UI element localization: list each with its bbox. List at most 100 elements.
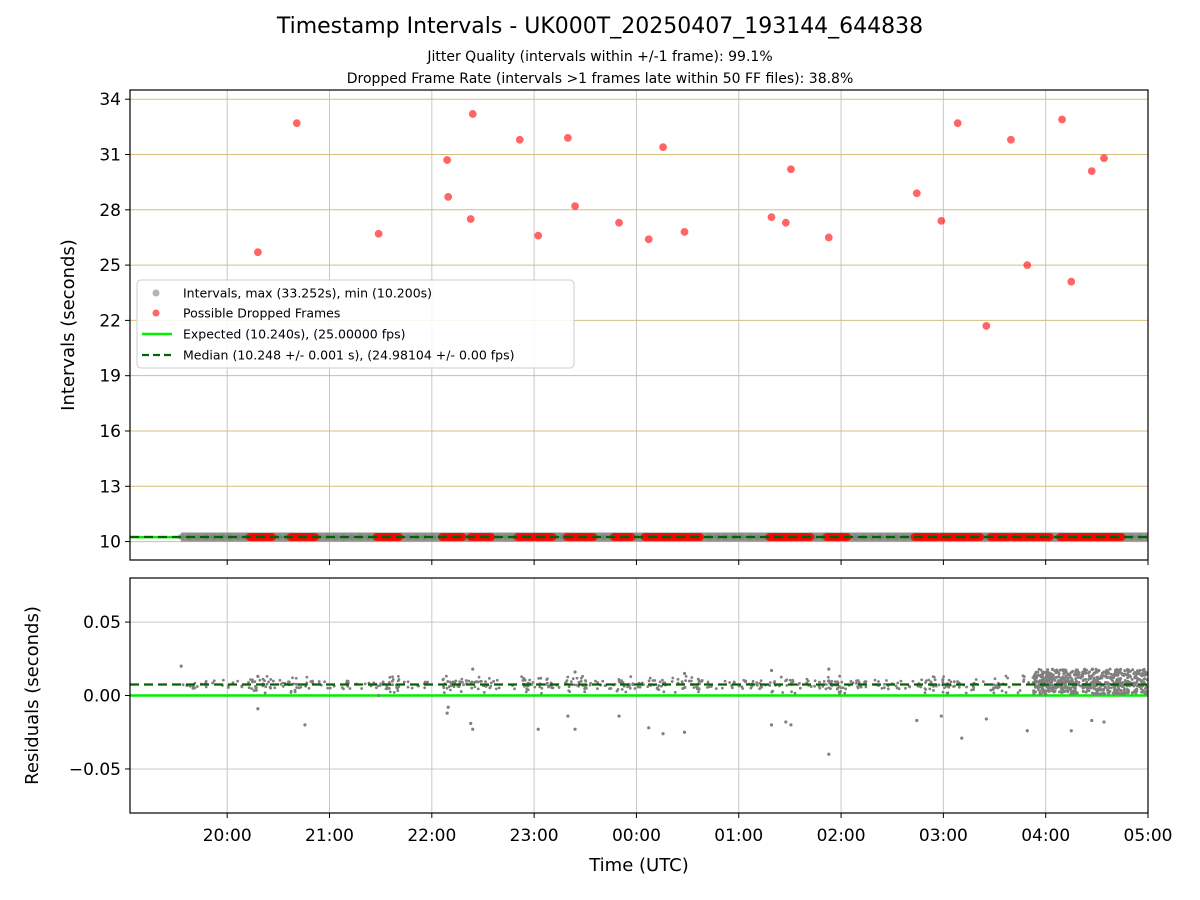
residual-point (1095, 670, 1099, 674)
residual-point (1087, 670, 1091, 674)
interval-point (600, 533, 607, 541)
residual-outlier-point (179, 664, 183, 668)
residual-point (755, 681, 759, 685)
dropped-frame-point (644, 235, 653, 244)
residual-point (181, 683, 185, 687)
residual-point (265, 675, 269, 678)
residual-point (601, 679, 605, 683)
bottom-ytick-label: −0.05 (69, 760, 121, 780)
residual-point (1007, 685, 1011, 689)
interval-point (210, 533, 217, 541)
residual-point (289, 691, 293, 694)
residual-point (818, 680, 821, 684)
top-panel-frame (129, 89, 1149, 561)
residual-point (1085, 680, 1089, 684)
dropped-frame-point (680, 228, 689, 236)
residual-point (379, 682, 383, 686)
dropped-frame-point (912, 189, 921, 198)
dropped-frame-point (781, 218, 790, 227)
residual-point (690, 676, 694, 679)
residual-point (1022, 678, 1026, 681)
residual-point (856, 685, 860, 689)
residual-point (731, 686, 734, 690)
residual-point (1044, 692, 1048, 696)
residual-point (751, 679, 755, 683)
residual-point (442, 691, 446, 695)
residual-point (952, 680, 956, 684)
top-ytick-label: 10 (99, 533, 121, 553)
residual-point (1071, 685, 1075, 689)
residual-point (524, 690, 528, 694)
residual-point (798, 686, 802, 690)
residual-point (662, 690, 666, 694)
residual-point (522, 684, 526, 688)
residual-point (1111, 691, 1115, 695)
residual-point (273, 686, 277, 690)
residual-point (326, 686, 330, 690)
residual-point (448, 680, 452, 684)
residual-outlier-point (827, 752, 831, 756)
residual-point (658, 680, 662, 684)
residual-point (1044, 675, 1048, 679)
residual-point (1062, 689, 1066, 693)
residual-point (1085, 689, 1089, 693)
residual-outlier-point (647, 726, 651, 730)
residual-point (1053, 678, 1057, 682)
residual-point (1104, 686, 1108, 690)
residual-point (311, 680, 314, 684)
residual-point (1022, 675, 1026, 678)
residual-point (1077, 671, 1081, 675)
dropped-frame-point (253, 248, 262, 257)
residual-point (885, 679, 888, 682)
residual-point (454, 679, 458, 683)
dropped-frame-point (767, 213, 776, 222)
residual-point (1050, 672, 1054, 676)
residual-point (253, 680, 257, 684)
residual-point (923, 691, 927, 695)
chart-title: Timestamp Intervals - UK000T_20250407_19… (276, 14, 924, 39)
residual-point (1052, 690, 1056, 694)
residual-outlier-point (960, 736, 964, 740)
residual-point (250, 687, 254, 691)
residual-point (1123, 669, 1127, 673)
residual-point (646, 685, 650, 689)
dropped-frame-point (787, 165, 795, 174)
residual-point (822, 679, 826, 683)
residual-point (286, 680, 290, 684)
residual-outlier-point (303, 723, 307, 727)
residual-point (533, 685, 537, 689)
residual-point (924, 688, 928, 691)
residual-point (631, 682, 635, 686)
dropped-frame-point (982, 322, 991, 330)
residual-point (957, 685, 961, 689)
residual-point (572, 683, 576, 687)
residual-point (636, 685, 640, 689)
residual-point (1044, 679, 1048, 683)
residual-point (993, 677, 997, 681)
residual-point (1074, 677, 1078, 681)
residual-point (648, 676, 652, 680)
residual-outlier-point (536, 727, 540, 731)
residual-point (1126, 673, 1130, 677)
bottom-xtick-label: 03:00 (919, 826, 968, 846)
residual-point (603, 684, 607, 688)
residual-point (445, 686, 449, 690)
residual-point (720, 686, 724, 690)
residual-point (247, 681, 250, 684)
residual-point (1121, 685, 1125, 689)
residual-point (1133, 681, 1137, 685)
top-plot-area (130, 110, 1148, 542)
residual-point (1036, 687, 1040, 691)
residual-point (1027, 681, 1031, 684)
residual-outlier-point (784, 720, 788, 724)
residual-point (1048, 676, 1052, 680)
residual-point (692, 686, 696, 689)
dropped-frame-point (953, 119, 962, 128)
interval-point (348, 533, 355, 541)
residual-point (480, 680, 483, 683)
residual-point (1108, 667, 1112, 671)
residual-point (402, 680, 406, 684)
residual-outlier-point (1025, 729, 1029, 733)
residual-point (837, 690, 841, 694)
